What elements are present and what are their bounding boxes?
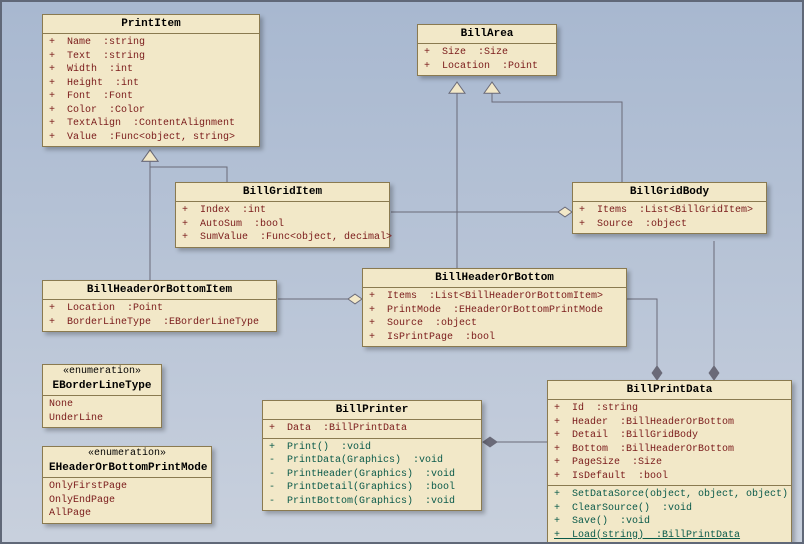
member-row: - PrintBottom(Graphics) :void [269, 495, 475, 509]
member-row: + Source :object [579, 218, 760, 232]
class-bill-grid-item: BillGridItem + Index :int+ AutoSum :bool… [175, 182, 390, 248]
member-row: + PrintMode :EHeaderOrBottomPrintMode [369, 304, 620, 318]
member-row: OnlyFirstPage [49, 480, 205, 494]
class-title: BillHeaderOrBottom [363, 269, 626, 288]
member-row: + Detail :BillGridBody [554, 429, 785, 443]
class-bill-header-or-bottom: BillHeaderOrBottom + Items :List<BillHea… [362, 268, 627, 347]
member-row: None [49, 398, 155, 412]
class-attrs: + Name :string+ Text :string+ Width :int… [43, 34, 259, 146]
member-row: + Bottom :BillHeaderOrBottom [554, 443, 785, 457]
class-attrs: + Data :BillPrintData [263, 420, 481, 439]
member-row: + Location :Point [49, 302, 270, 316]
member-row: OnlyEndPage [49, 494, 205, 508]
class-print-item: PrintItem + Name :string+ Text :string+ … [42, 14, 260, 147]
class-title: BillGridBody [573, 183, 766, 202]
member-row: + Location :Point [424, 60, 550, 74]
class-methods: + SetDataSorce(object, object, object) :… [548, 486, 791, 544]
class-title: BillPrinter [263, 401, 481, 420]
enum-eheaderorbottomprintmode: «enumeration» EHeaderOrBottomPrintMode O… [42, 446, 212, 524]
member-row: + AutoSum :bool [182, 218, 383, 232]
member-row: + TextAlign :ContentAlignment [49, 117, 253, 131]
member-row: + Height :int [49, 77, 253, 91]
member-row: + Header :BillHeaderOrBottom [554, 416, 785, 430]
member-row: + Source :object [369, 317, 620, 331]
class-title: PrintItem [43, 15, 259, 34]
class-bill-area: BillArea + Size :Size+ Location :Point [417, 24, 557, 76]
member-row: + IsPrintPage :bool [369, 331, 620, 345]
class-bill-printer: BillPrinter + Data :BillPrintData + Prin… [262, 400, 482, 511]
stereotype: «enumeration» [43, 365, 161, 377]
class-title: BillHeaderOrBottomItem [43, 281, 276, 300]
member-row: + PageSize :Size [554, 456, 785, 470]
member-row: + SetDataSorce(object, object, object) :… [554, 488, 785, 502]
member-row: + Items :List<BillGridItem> [579, 204, 760, 218]
class-bill-header-or-bottom-item: BillHeaderOrBottomItem + Location :Point… [42, 280, 277, 332]
class-methods: + Print() :void- PrintData(Graphics) :vo… [263, 439, 481, 511]
class-attrs: + Index :int+ AutoSum :bool+ SumValue :F… [176, 202, 389, 247]
member-row: + Size :Size [424, 46, 550, 60]
class-attrs: + Location :Point+ BorderLineType :EBord… [43, 300, 276, 331]
class-title: EBorderLineType [43, 377, 161, 396]
class-attrs: NoneUnderLine [43, 396, 161, 427]
class-bill-grid-body: BillGridBody + Items :List<BillGridItem>… [572, 182, 767, 234]
member-row: + Print() :void [269, 441, 475, 455]
member-row: + Width :int [49, 63, 253, 77]
member-row: + Id :string [554, 402, 785, 416]
member-row: + SumValue :Func<object, decimal> [182, 231, 383, 245]
class-title: EHeaderOrBottomPrintMode [43, 459, 211, 478]
class-attrs: + Items :List<BillGridItem>+ Source :obj… [573, 202, 766, 233]
member-row: + Data :BillPrintData [269, 422, 475, 436]
class-attrs: + Items :List<BillHeaderOrBottomItem>+ P… [363, 288, 626, 346]
member-row: + BorderLineType :EBorderLineType [49, 316, 270, 330]
member-row: + IsDefault :bool [554, 470, 785, 484]
member-row: + Index :int [182, 204, 383, 218]
member-row: + Value :Func<object, string> [49, 131, 253, 145]
member-row: + Name :string [49, 36, 253, 50]
class-attrs: + Id :string+ Header :BillHeaderOrBottom… [548, 400, 791, 486]
member-row: - PrintHeader(Graphics) :void [269, 468, 475, 482]
class-title: BillArea [418, 25, 556, 44]
enum-eborderlinetype: «enumeration» EBorderLineType NoneUnderL… [42, 364, 162, 428]
member-row: UnderLine [49, 412, 155, 426]
class-attrs: + Size :Size+ Location :Point [418, 44, 556, 75]
member-row: AllPage [49, 507, 205, 521]
member-row: + Save() :void [554, 515, 785, 529]
member-row: + Color :Color [49, 104, 253, 118]
member-row: + Text :string [49, 50, 253, 64]
class-bill-print-data: BillPrintData + Id :string+ Header :Bill… [547, 380, 792, 544]
member-row: - PrintDetail(Graphics) :bool [269, 481, 475, 495]
diagram-canvas: PrintItem + Name :string+ Text :string+ … [0, 0, 804, 544]
member-row: + Load(string) :BillPrintData [554, 529, 785, 543]
member-row: + Items :List<BillHeaderOrBottomItem> [369, 290, 620, 304]
member-row: - PrintData(Graphics) :void [269, 454, 475, 468]
stereotype: «enumeration» [43, 447, 211, 459]
class-attrs: OnlyFirstPageOnlyEndPageAllPage [43, 478, 211, 523]
class-title: BillGridItem [176, 183, 389, 202]
member-row: + ClearSource() :void [554, 502, 785, 516]
member-row: + Font :Font [49, 90, 253, 104]
class-title: BillPrintData [548, 381, 791, 400]
